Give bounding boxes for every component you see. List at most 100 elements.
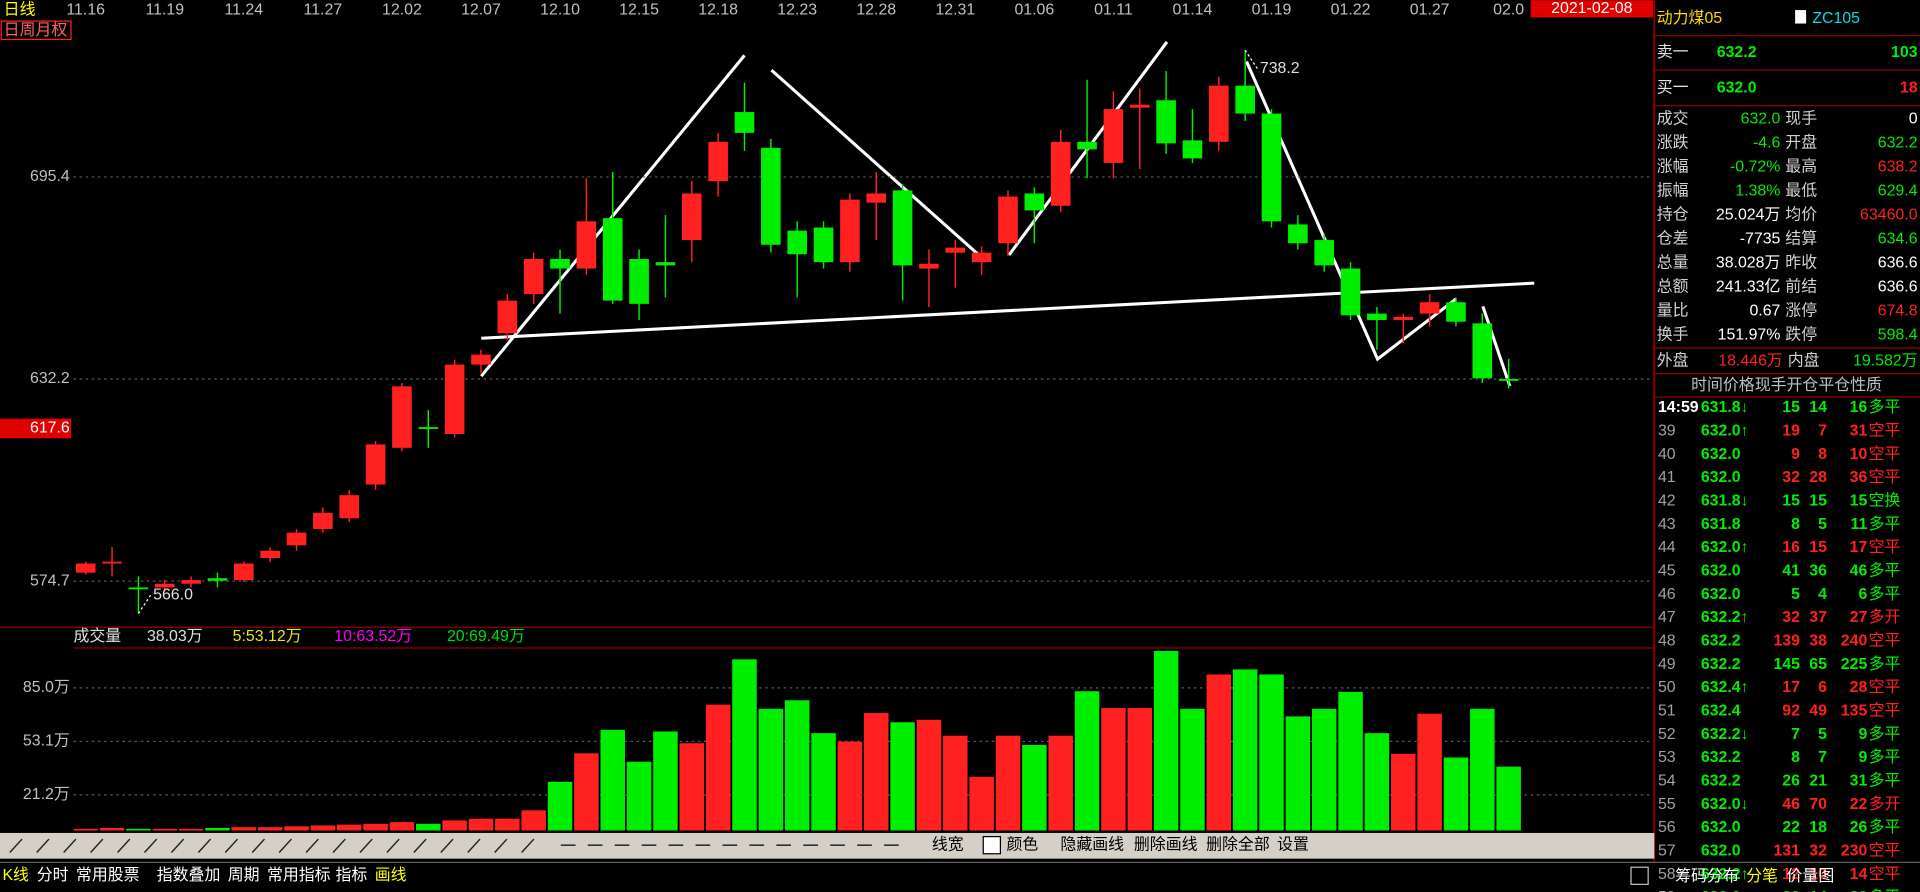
tab[interactable]: 筹码分布 xyxy=(1675,867,1739,885)
period-tabs[interactable]: 日周月权 xyxy=(4,21,68,39)
volume-bar xyxy=(1470,708,1495,831)
candle-body xyxy=(260,550,280,559)
toolbar-button[interactable]: 删除全部 xyxy=(1206,835,1270,853)
tick-time: 56 xyxy=(1658,819,1676,836)
tool-icon[interactable] xyxy=(359,838,373,854)
volume-bar xyxy=(73,828,98,831)
x-tick-label: 11.19 xyxy=(145,1,184,18)
tick-price: 632.4↑ xyxy=(1701,679,1749,696)
candle-body xyxy=(681,193,702,241)
marker xyxy=(1795,10,1807,24)
tool-icon[interactable] xyxy=(440,838,454,854)
toolbar-button[interactable]: 隐藏画线 xyxy=(1060,835,1124,853)
candle-body xyxy=(1103,109,1124,163)
tick-time: 59 xyxy=(1658,889,1676,892)
tool-icon[interactable] xyxy=(36,838,50,854)
tick-time: 54 xyxy=(1658,772,1676,789)
candle-body xyxy=(708,141,728,182)
toolbar-button[interactable]: 设置 xyxy=(1277,835,1309,853)
quote-value: 0 xyxy=(1909,110,1918,127)
toolbar-button[interactable]: 删除画线 xyxy=(1134,835,1198,853)
volume-bar xyxy=(1180,708,1205,831)
tick-volume: 8 xyxy=(1791,516,1800,533)
tick-close: 9 xyxy=(1858,726,1867,743)
tick-price: 632.4 xyxy=(1701,702,1741,719)
tick-close: 17 xyxy=(1850,539,1868,556)
tick-close: 240 xyxy=(1841,633,1868,650)
tool-icon[interactable] xyxy=(305,838,319,854)
tab[interactable]: 画线 xyxy=(375,866,407,884)
draw-toolbar xyxy=(0,832,1655,859)
tab[interactable]: 周期 xyxy=(228,866,260,884)
tick-time: 43 xyxy=(1658,516,1676,533)
tool-icon[interactable] xyxy=(63,838,77,854)
tick-volume: 17 xyxy=(1782,679,1800,696)
tab[interactable]: 指数叠加 xyxy=(157,866,221,884)
tick-price: 631.8↓ xyxy=(1701,399,1749,416)
tick-price: 632.0↓ xyxy=(1701,889,1749,892)
tool-icon[interactable] xyxy=(413,838,427,854)
volume-bar xyxy=(1496,766,1521,831)
volume-bar xyxy=(1153,650,1179,831)
annotation-leader xyxy=(1244,49,1258,69)
x-tick-label: 12.18 xyxy=(698,1,738,18)
tool-icon[interactable] xyxy=(197,838,212,854)
candle-body xyxy=(813,227,834,263)
tool-icon[interactable] xyxy=(143,838,158,854)
quote-label: 振幅 xyxy=(1657,181,1689,199)
tick-time: 48 xyxy=(1658,633,1676,650)
sell-price: 632.2 xyxy=(1717,44,1757,61)
tick-open: 8 xyxy=(1818,446,1827,463)
tick-price: 632.2 xyxy=(1701,749,1741,766)
tool-icon[interactable] xyxy=(332,838,346,854)
tick-price: 632.2↑ xyxy=(1701,866,1749,883)
tab-button[interactable] xyxy=(1630,866,1649,885)
toolbar-button[interactable]: 线宽 xyxy=(932,835,964,853)
tick-close: 230 xyxy=(1841,842,1868,859)
tab[interactable]: K线 xyxy=(2,866,29,884)
volume-bar xyxy=(1022,744,1047,831)
tick-nature: 多开 xyxy=(1869,608,1901,626)
tool-icon[interactable] xyxy=(521,838,535,854)
tool-icon[interactable] xyxy=(170,838,185,854)
tick-time: 51 xyxy=(1658,702,1676,719)
tool-icon[interactable] xyxy=(386,838,400,854)
period-tabs-box[interactable] xyxy=(0,20,72,41)
quote-value: -7735 xyxy=(1740,230,1781,247)
tick-nature: 多平 xyxy=(1869,398,1901,416)
tick-time: 42 xyxy=(1658,493,1676,510)
tab[interactable]: 价量图 xyxy=(1787,868,1835,885)
tool-icon[interactable] xyxy=(90,838,104,854)
tab[interactable]: 指标 xyxy=(336,866,368,884)
tick-close: 26 xyxy=(1850,819,1868,836)
tick-nature: 空平 xyxy=(1869,632,1901,650)
candle-body xyxy=(840,199,860,263)
tab[interactable]: 常用指标 xyxy=(267,866,331,884)
tick-volume: 139 xyxy=(1773,633,1800,650)
volume-bar xyxy=(626,761,652,831)
tool-icon[interactable] xyxy=(9,838,23,854)
tool-icon[interactable] xyxy=(251,838,266,854)
tick-close: 31 xyxy=(1850,772,1868,789)
quote-value: 598.4 xyxy=(1878,326,1918,343)
tick-volume: 131 xyxy=(1773,842,1800,859)
quote-label: 最低 xyxy=(1785,181,1817,199)
toolbar-button[interactable]: 颜色 xyxy=(1007,835,1039,853)
y-tick-label: 53.1万 xyxy=(23,733,70,750)
tool-icon[interactable] xyxy=(117,838,131,854)
tab[interactable]: 分笔 xyxy=(1746,867,1778,885)
tool-icon[interactable] xyxy=(224,838,239,854)
candle-body xyxy=(1261,113,1282,222)
tick-price: 632.0 xyxy=(1701,842,1741,859)
quote-label: 均价 xyxy=(1785,205,1817,223)
tool-icon[interactable] xyxy=(278,838,292,854)
tool-icon[interactable] xyxy=(494,838,508,854)
tick-close: 27 xyxy=(1850,609,1868,626)
volume-bar xyxy=(231,827,257,831)
tick-close: 14 xyxy=(1850,866,1868,883)
tool-icon[interactable] xyxy=(467,838,481,854)
tab[interactable]: 常用股票 xyxy=(76,866,140,884)
color-swatch[interactable] xyxy=(982,836,1002,855)
tab[interactable]: 分时 xyxy=(37,866,69,884)
